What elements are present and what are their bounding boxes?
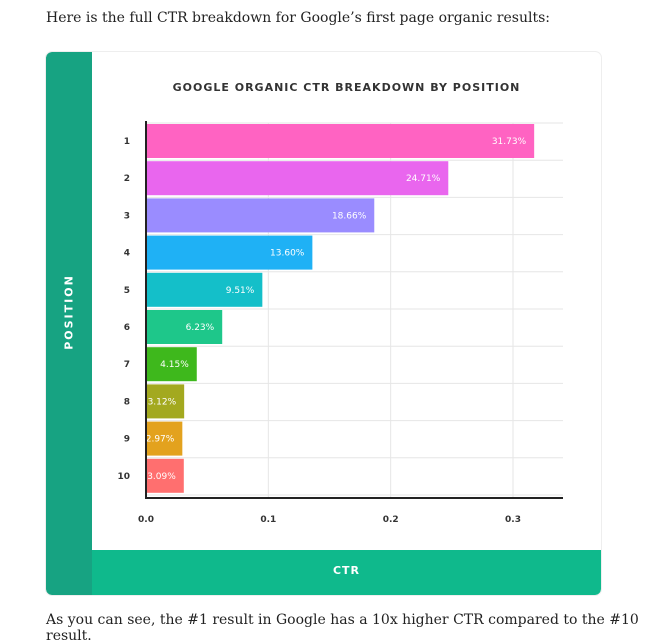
bar-value-label: 13.60% xyxy=(270,249,305,259)
outro-text: As you can see, the #1 result in Google … xyxy=(46,612,639,644)
bar-position-2 xyxy=(146,161,449,196)
bar-position-9 xyxy=(146,421,183,456)
bar-value-label: 2.97% xyxy=(146,435,175,445)
y-tick-label: 3 xyxy=(124,211,130,221)
bar-position-1 xyxy=(146,124,535,158)
y-tick-label: 1 xyxy=(124,137,130,147)
x-axis-label: CTR xyxy=(332,564,361,577)
x-tick-label: 0.3 xyxy=(505,515,521,525)
y-axis-band: POSITION xyxy=(46,52,92,595)
y-tick-label: 5 xyxy=(124,286,130,296)
y-tick-label: 4 xyxy=(124,249,130,259)
chart-title: GOOGLE ORGANIC CTR BREAKDOWN BY POSITION xyxy=(172,81,521,94)
bar-value-label: 6.23% xyxy=(186,323,215,333)
x-tick-label: 0.2 xyxy=(383,515,399,525)
x-tick-label: 0.1 xyxy=(260,515,276,525)
bar-position-3 xyxy=(146,198,375,233)
bar-position-6 xyxy=(146,310,223,344)
chart-card: POSITION GOOGLE ORGANIC CTR BREAKDOWN BY… xyxy=(46,52,601,595)
bar-position-4 xyxy=(146,235,313,270)
bar-position-5 xyxy=(146,272,263,307)
y-tick-label: 7 xyxy=(124,360,130,370)
bar-value-label: 3.12% xyxy=(148,397,177,407)
x-axis-band: CTR xyxy=(92,550,601,595)
ctr-bar-chart: 31.73% 1 24.71% 2 18.66% 3 13.60% 4 9.51% 5 6.23% 6… xyxy=(117,121,563,525)
bar-value-label: 9.51% xyxy=(226,286,255,296)
y-tick-label: 8 xyxy=(124,397,130,407)
bar-value-label: 24.71% xyxy=(406,174,441,184)
intro-text: Here is the full CTR breakdown for Googl… xyxy=(46,10,550,26)
y-tick-label: 2 xyxy=(124,174,130,184)
bar-position-10 xyxy=(146,458,184,493)
bar-position-8 xyxy=(146,384,185,419)
x-tick-label: 0.0 xyxy=(138,515,154,525)
bar-value-label: 18.66% xyxy=(332,211,367,221)
y-tick-label: 9 xyxy=(124,435,130,445)
bar-value-label: 3.09% xyxy=(147,472,176,482)
bar-value-label: 31.73% xyxy=(492,137,527,147)
bar-position-7 xyxy=(146,347,197,382)
bar-value-label: 4.15% xyxy=(160,360,189,370)
y-tick-label: 6 xyxy=(124,323,130,333)
y-tick-label: 10 xyxy=(117,472,130,482)
